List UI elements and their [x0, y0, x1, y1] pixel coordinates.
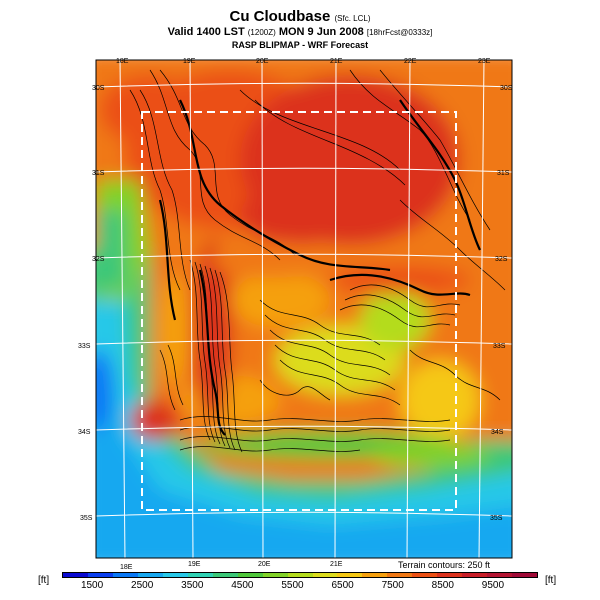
colorbar-tick-label: 2500	[131, 580, 154, 591]
forecast-info: [18hrFcst@0333z]	[366, 28, 433, 37]
colorbar-segment	[212, 573, 238, 577]
left-lat-label: 35S	[80, 515, 93, 522]
colorbar-segment	[487, 573, 513, 577]
left-lat-label: 31S	[92, 170, 105, 177]
colorbar-segment	[437, 573, 463, 577]
colorbar-tick-label: 1500	[80, 580, 104, 591]
colorbar-segment	[262, 573, 288, 577]
colorbar-segment	[112, 573, 138, 577]
colorbar-segment	[237, 573, 263, 577]
right-lat-label: 31S	[497, 170, 510, 177]
left-lat-label: 30S	[92, 85, 105, 92]
top-lon-label: 19E	[183, 58, 196, 65]
inner-domain-boundary	[141, 111, 457, 511]
colorbar-tick-label: 5500	[281, 580, 304, 591]
colorbar-segment	[137, 573, 163, 577]
valid-utc: (1200Z)	[247, 28, 276, 37]
valid-date: MON 9 Jun 2008	[278, 26, 364, 38]
top-lon-label: 18E	[116, 58, 129, 65]
colorbar-tick-label: 4500	[231, 580, 254, 591]
colorbar-segment	[87, 573, 113, 577]
colorbar-segment	[337, 573, 363, 577]
colorbar	[62, 572, 538, 578]
top-lon-label: 21E	[330, 58, 343, 65]
bottom-lon-label: 21E	[330, 561, 343, 568]
colorbar-segment	[63, 573, 88, 577]
map-title: Cu Cloudbase (Sfc. LCL)	[0, 8, 600, 25]
valid-prefix: Valid 1400 LST	[167, 26, 245, 38]
right-lat-label: 34S	[491, 429, 504, 436]
colorbar-segment	[362, 573, 388, 577]
valid-time-line: Valid 1400 LST (1200Z) MON 9 Jun 2008 [1…	[0, 26, 600, 38]
title-suffix: (Sfc. LCL)	[334, 14, 371, 23]
map-field	[96, 60, 512, 558]
bottom-lon-label: 18E	[120, 564, 133, 571]
colorbar-segment	[512, 573, 538, 577]
right-lat-label: 35S	[490, 515, 503, 522]
colorbar-segment	[287, 573, 313, 577]
right-lat-label: 33S	[493, 343, 506, 350]
colorbar-tick-label: 7500	[381, 580, 404, 591]
top-lon-label: 23E	[478, 58, 491, 65]
terrain-contour-note: Terrain contours: 250 ft	[398, 560, 491, 570]
map-frame	[95, 59, 513, 559]
colorbar-segment	[462, 573, 488, 577]
colorbar-tick-label: 6500	[331, 580, 354, 591]
bottom-lon-label: 19E	[188, 561, 201, 568]
colorbar-segment	[312, 573, 338, 577]
colorbar-tick-label: 9500	[481, 580, 505, 591]
right-lat-label: 32S	[495, 256, 508, 263]
colorbar-ticks: 1500 2500 3500 4500 5500 6500 7500 8500 9500	[62, 580, 538, 594]
colorbar-unit-left: [ft]	[38, 575, 50, 586]
title-main: Cu Cloudbase	[229, 8, 331, 25]
left-lat-label: 33S	[78, 343, 91, 350]
colorbar-unit-right: [ft]	[545, 575, 557, 586]
right-lat-label: 30S	[500, 85, 513, 92]
left-lat-label: 32S	[92, 256, 105, 263]
colorbar-segment	[412, 573, 438, 577]
colorbar-tick-label: 3500	[181, 580, 204, 591]
top-lon-label: 22E	[404, 58, 417, 65]
colorbar-tick-label: 8500	[431, 580, 454, 591]
major-contours	[158, 99, 481, 436]
top-lon-label: 20E	[256, 58, 269, 65]
colorbar-segment	[187, 573, 213, 577]
bottom-lon-label: 20E	[258, 561, 271, 568]
lat-lon-grid	[96, 60, 512, 558]
left-lat-label: 34S	[78, 429, 91, 436]
colorbar-segment	[162, 573, 188, 577]
map-subtitle: RASP BLIPMAP - WRF Forecast	[231, 40, 369, 50]
colorbar-segment	[387, 573, 413, 577]
